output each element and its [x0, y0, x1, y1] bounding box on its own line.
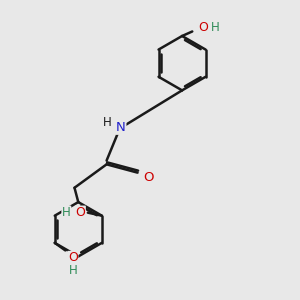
Text: O: O — [143, 171, 153, 184]
Text: H: H — [68, 264, 77, 277]
Text: H: H — [62, 206, 71, 219]
Text: N: N — [116, 121, 126, 134]
Text: O: O — [75, 206, 85, 219]
Text: O: O — [68, 251, 78, 265]
Text: H: H — [211, 21, 219, 34]
Text: H: H — [103, 116, 112, 129]
Text: O: O — [198, 21, 208, 34]
